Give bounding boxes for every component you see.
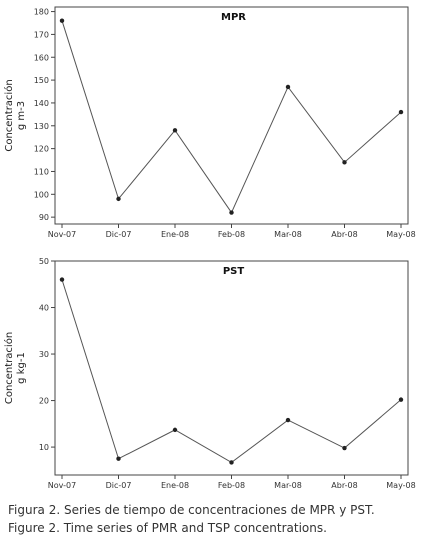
- chart-2-y-tick-label: 20: [39, 397, 49, 406]
- caption-spanish: Figura 2. Series de tiempo de concentrac…: [8, 503, 375, 517]
- chart-2-title: PST: [223, 266, 245, 277]
- chart-2-series-line: [61, 279, 402, 464]
- chart-1-y-tick-label: 110: [34, 167, 49, 176]
- chart-2-y-tick-label: 30: [39, 350, 49, 359]
- chart-1-y-tick-label: 130: [34, 122, 49, 131]
- chart-2-x-tick-label: Nov-07: [48, 481, 76, 490]
- chart-2-data-point: [342, 445, 347, 451]
- chart-1-data-point: [172, 128, 178, 133]
- chart-1-y-tick-label: 140: [34, 99, 49, 108]
- chart-1-data-point: [398, 109, 404, 115]
- chart-1-y-tick-label: 100: [34, 190, 49, 199]
- chart-1-x-tick-label: Dic-07: [106, 230, 132, 239]
- chart-1-y-tick-label: 150: [34, 76, 49, 85]
- chart-1-y-tick-label: 170: [34, 30, 49, 39]
- chart-2-x-tick-label: Mar-08: [274, 481, 302, 490]
- chart-1-ylabel-line2: g m-3: [16, 101, 27, 130]
- chart-2-data-point: [116, 456, 121, 461]
- chart-1-y-tick-label: 180: [34, 8, 49, 17]
- chart-1-data-point: [342, 160, 347, 165]
- chart-2-x-tick-label: May-08: [386, 481, 415, 490]
- chart-2-x-tick-label: Ene-08: [161, 481, 189, 490]
- chart-1-x-tick-label: Mar-08: [274, 230, 302, 239]
- chart-2-data-point: [285, 417, 291, 423]
- chart-2-data-point: [229, 460, 234, 465]
- chart-2-data-point: [398, 397, 404, 402]
- chart-1-ylabel-line1: Concentración: [3, 79, 15, 151]
- chart-2-data-point: [59, 277, 65, 282]
- chart-1-x-tick-label: Feb-08: [218, 230, 245, 239]
- chart-2-y-tick-label: 50: [39, 257, 49, 266]
- chart-1-series-line: [61, 20, 402, 214]
- chart-2-x-tick-label: Dic-07: [106, 481, 132, 490]
- chart-2-x-tick-label: Abr-08: [331, 481, 357, 490]
- chart-1-data-point: [59, 18, 65, 23]
- chart-2-y-tick-label: 40: [39, 304, 49, 313]
- chart-1-x-tick-label: Nov-07: [48, 230, 76, 239]
- chart-1-title: MPR: [221, 12, 246, 23]
- chart-2-ylabel-line2: g kg-1: [16, 352, 27, 384]
- chart-2-data-point: [172, 427, 178, 433]
- chart-1-x-tick-label: Abr-08: [331, 230, 357, 239]
- chart-1-x-tick-label: May-08: [386, 230, 415, 239]
- chart-1-y-tick-label: 160: [34, 53, 49, 62]
- chart-2-ylabel-line1: Concentración: [3, 332, 15, 404]
- chart-2-x-tick-label: Feb-08: [218, 481, 245, 490]
- caption-english: Figure 2. Time series of PMR and TSP con…: [8, 521, 327, 535]
- chart-1-y-tick-label: 120: [34, 145, 49, 154]
- chart-1-data-point: [285, 84, 291, 90]
- chart-1-data-point: [116, 196, 121, 202]
- chart-1-x-tick-label: Ene-08: [161, 230, 189, 239]
- chart-2-y-tick-label: 10: [39, 443, 49, 452]
- chart-1-plot-frame: [54, 6, 409, 225]
- chart-2-plot-frame: [54, 260, 409, 476]
- chart-1-y-tick-label: 90: [39, 213, 49, 222]
- chart-1-data-point: [229, 210, 234, 215]
